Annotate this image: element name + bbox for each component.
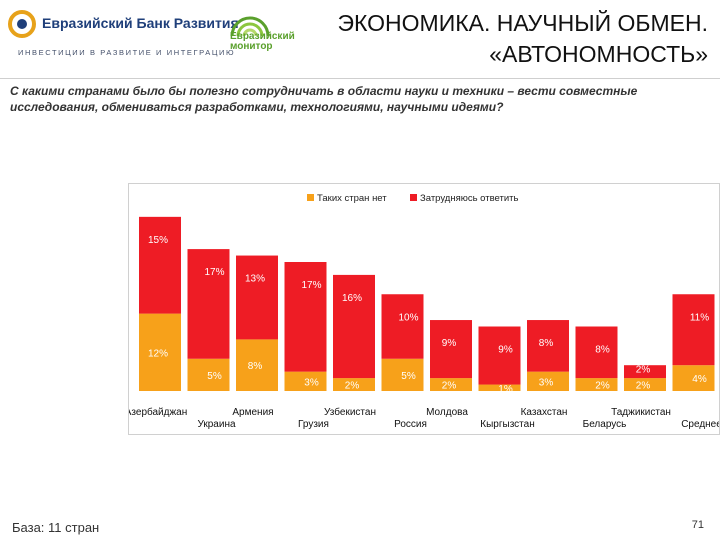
bar-2-series-2: [187, 249, 230, 359]
data-label-7-series-2: 9%: [442, 338, 457, 349]
bar-5-series-1: [333, 378, 375, 391]
data-label-4-series-2: 17%: [301, 280, 321, 291]
data-label-8-series-2: 9%: [498, 345, 513, 356]
category-label-9: Казахстан: [521, 407, 568, 418]
data-label-11-series-2: 2%: [636, 364, 651, 375]
monitor-name: Евразийский монитор: [230, 31, 295, 52]
bar-4-series-1: [284, 371, 327, 391]
bank-tagline: ИНВЕСТИЦИИ В РАЗВИТИЕ И ИНТЕГРАЦИЮ: [18, 48, 236, 57]
data-label-1-series-1: 12%: [148, 348, 168, 359]
header-divider: [0, 78, 720, 79]
category-label-8: Кыргызстан: [480, 419, 534, 430]
sample-base: База: 11 стран: [12, 520, 100, 535]
bar-6-series-1: [381, 358, 424, 391]
data-label-5-series-1: 2%: [345, 381, 360, 392]
category-label-12: Среднее: [681, 419, 719, 430]
category-label-5: Узбекистан: [324, 406, 376, 418]
page-number: 71: [691, 519, 704, 531]
bar-10-series-2: [575, 326, 618, 379]
bar-1-series-1: [139, 313, 181, 391]
category-label-11: Таджикистан: [611, 407, 671, 418]
monitor-arc-icon: [230, 16, 270, 37]
data-label-10-series-2: 8%: [595, 345, 610, 356]
bar-10-series-1: [575, 378, 618, 391]
data-label-8-series-1: 1%: [498, 384, 513, 395]
data-label-5-series-2: 16%: [342, 293, 362, 304]
data-label-3-series-2: 13%: [245, 274, 265, 285]
legend-swatch-1: [307, 194, 314, 201]
bank-emblem-icon: [8, 10, 36, 38]
data-label-11-series-1: 2%: [636, 381, 651, 392]
bar-7-series-2: [430, 320, 472, 379]
legend-swatch-2: [410, 194, 417, 201]
legend-label-1: Таких стран нет: [317, 193, 387, 204]
data-label-9-series-1: 3%: [539, 377, 554, 388]
category-label-7: Молдова: [426, 407, 468, 418]
data-label-3-series-1: 8%: [248, 361, 263, 372]
category-label-10: Беларусь: [583, 419, 627, 430]
bar-4-series-2: [284, 262, 327, 372]
category-label-6: Россия: [394, 419, 427, 430]
stacked-bar-chart: Таких стран нет Затрудняюсь ответить 12% 15…: [129, 193, 719, 430]
data-label-4-series-1: 3%: [304, 377, 319, 388]
category-label-3: Армения: [232, 407, 273, 418]
bar-8-series-2: [478, 326, 521, 385]
category-label-2: Украина: [197, 419, 236, 430]
bar-9-series-1: [527, 371, 569, 391]
bar-12-series-1: [672, 365, 715, 391]
bar-6-series-2: [381, 294, 424, 359]
bar-9-series-2: [527, 320, 569, 372]
data-label-12-series-2: 11%: [690, 312, 709, 323]
bar-11-series-2: [624, 365, 666, 379]
data-label-2-series-2: 17%: [204, 267, 224, 278]
legend-label-2: Затрудняюсь ответить: [420, 193, 519, 204]
chart-frame: Таких стран нет Затрудняюсь ответить 12% 15…: [128, 183, 720, 435]
bar-2-series-1: [187, 358, 230, 391]
category-label-4: Грузия: [298, 419, 329, 430]
bank-logo: Евразийский Банк Развития ИНВЕСТИЦИИ В Р…: [8, 10, 239, 60]
bar-8-series-1: [478, 384, 521, 391]
bank-name: Евразийский Банк Развития: [42, 15, 239, 31]
title-line-2: «АВТОНОМНОСТЬ»: [489, 41, 708, 67]
data-label-2-series-1: 5%: [207, 371, 222, 382]
data-label-6-series-1: 5%: [401, 371, 416, 382]
data-label-12-series-1: 4%: [692, 374, 707, 385]
bar-12-series-2: [672, 294, 715, 366]
data-label-6-series-2: 10%: [398, 312, 418, 323]
data-label-10-series-1: 2%: [595, 381, 610, 392]
data-label-9-series-2: 8%: [539, 338, 554, 349]
survey-question: С какими странами было бы полезно сотруд…: [10, 84, 638, 114]
bar-3-series-1: [236, 339, 278, 391]
bar-3-series-2: [236, 255, 278, 340]
bar-11-series-1: [624, 378, 666, 391]
data-label-7-series-1: 2%: [442, 381, 457, 392]
bar-5-series-2: [333, 274, 375, 379]
category-label-1: Азербайджан: [129, 406, 187, 418]
bar-1-series-2: [139, 216, 181, 314]
slide-title: ЭКОНОМИКА. НАУЧНЫЙ ОБМЕН. «АВТОНОМНОСТЬ»: [238, 8, 708, 70]
bar-7-series-1: [430, 378, 472, 391]
data-label-1-series-2: 15%: [148, 235, 168, 246]
monitor-logo: Евразийский монитор: [226, 12, 306, 57]
title-line-1: ЭКОНОМИКА. НАУЧНЫЙ ОБМЕН.: [337, 10, 708, 36]
